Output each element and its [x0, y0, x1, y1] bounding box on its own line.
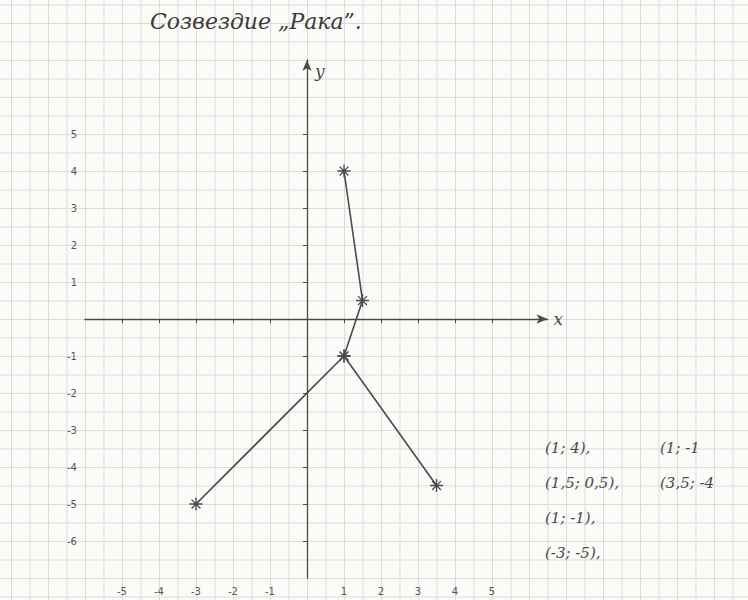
svg-text:4: 4 [452, 586, 458, 597]
svg-text:-5: -5 [117, 586, 127, 597]
svg-text:(1; 4),: (1; 4), [545, 439, 590, 457]
svg-text:5: 5 [71, 129, 77, 140]
svg-text:-2: -2 [67, 388, 77, 399]
svg-text:2: 2 [378, 586, 384, 597]
svg-text:-1: -1 [67, 351, 77, 362]
svg-text:2: 2 [71, 240, 77, 251]
svg-text:-2: -2 [228, 586, 238, 597]
svg-text:-4: -4 [67, 462, 77, 473]
svg-text:(1; -1),: (1; -1), [545, 509, 595, 527]
svg-text:Созвездие „Рака”.: Созвездие „Рака”. [150, 9, 362, 34]
svg-text:y: y [314, 61, 325, 81]
svg-text:-6: -6 [67, 536, 77, 547]
svg-text:1: 1 [71, 277, 77, 288]
svg-text:(3,5; -4: (3,5; -4 [660, 474, 714, 492]
svg-text:x: x [554, 309, 564, 329]
svg-text:(1,5; 0,5),: (1,5; 0,5), [545, 474, 619, 492]
svg-text:(1; -1: (1; -1 [660, 439, 700, 457]
svg-text:-5: -5 [67, 499, 77, 510]
svg-text:5: 5 [489, 586, 495, 597]
svg-text:-1: -1 [265, 586, 275, 597]
svg-text:1: 1 [341, 586, 347, 597]
svg-text:3: 3 [415, 586, 421, 597]
svg-text:-3: -3 [191, 586, 201, 597]
svg-text:4: 4 [71, 166, 77, 177]
svg-text:-3: -3 [67, 425, 77, 436]
svg-text:(-3; -5),: (-3; -5), [545, 544, 601, 562]
svg-text:3: 3 [71, 203, 77, 214]
svg-text:-4: -4 [154, 586, 164, 597]
